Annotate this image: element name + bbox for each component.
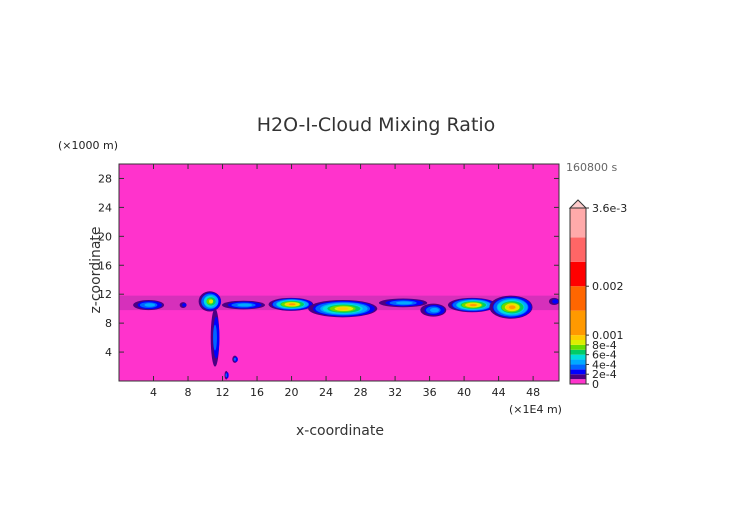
x-tick-label: 28 bbox=[354, 386, 368, 399]
cloud-feature bbox=[198, 291, 222, 312]
colorbar-label: 3.6e-3 bbox=[592, 202, 627, 215]
contour-level bbox=[395, 301, 413, 305]
z-tick-label: 4 bbox=[105, 346, 112, 359]
plot-frame bbox=[118, 163, 560, 382]
time-label: 160800 s bbox=[566, 161, 618, 174]
cloud-feature bbox=[447, 297, 497, 313]
colorbar-segment bbox=[570, 374, 586, 380]
z-tick-label: 12 bbox=[98, 288, 112, 301]
colorbar-segment bbox=[570, 208, 586, 238]
x-tick-label: 12 bbox=[216, 386, 230, 399]
x-axis-label: x-coordinate bbox=[295, 423, 384, 439]
cloud-feature bbox=[308, 299, 378, 318]
contour-level bbox=[226, 372, 229, 379]
colorbar-segment bbox=[570, 369, 586, 375]
cloud-feature bbox=[378, 298, 428, 308]
x-tick-label: 32 bbox=[388, 386, 402, 399]
x-tick-label: 8 bbox=[185, 386, 192, 399]
chart-title: H2O-I-Cloud Mixing Ratio bbox=[256, 114, 496, 136]
x-axis-unit: (×1E4 m) bbox=[509, 403, 562, 416]
x-tick-label: 16 bbox=[250, 386, 264, 399]
contour-level bbox=[508, 305, 516, 309]
contour-level bbox=[144, 303, 156, 307]
x-tick-label: 20 bbox=[285, 386, 299, 399]
contour-level bbox=[288, 303, 296, 306]
x-tick-label: 48 bbox=[526, 386, 540, 399]
x-tick-label: 44 bbox=[492, 386, 506, 399]
colorbar-segment bbox=[570, 379, 586, 384]
colorbar-segment bbox=[570, 359, 586, 365]
x-tick-label: 4 bbox=[150, 386, 157, 399]
cloud-feature bbox=[548, 297, 559, 306]
colorbar-segment bbox=[570, 344, 586, 350]
contour-level bbox=[552, 299, 559, 304]
cloud-feature bbox=[221, 300, 266, 310]
z-axis-unit: (×1000 m) bbox=[58, 139, 119, 152]
contour-level bbox=[182, 303, 187, 307]
x-tick-label: 36 bbox=[423, 386, 437, 399]
colorbar-segment bbox=[570, 261, 586, 287]
cloud-feature bbox=[179, 302, 187, 308]
colorbar-segment bbox=[570, 310, 586, 336]
cloud-feature bbox=[210, 308, 220, 367]
colorbar-segment bbox=[570, 335, 586, 340]
colorbar-label: 8e-4 bbox=[592, 339, 617, 352]
plot-area bbox=[119, 164, 559, 381]
field-background bbox=[119, 164, 559, 381]
x-tick-label: 40 bbox=[457, 386, 471, 399]
contour-level bbox=[469, 303, 477, 307]
contour-level bbox=[336, 307, 349, 311]
z-tick-label: 28 bbox=[98, 172, 112, 185]
contour-level bbox=[430, 307, 440, 313]
colorbar-segment bbox=[570, 349, 586, 355]
colorbar-segment bbox=[570, 340, 586, 345]
colorbar-label: 4e-4 bbox=[592, 358, 617, 371]
colorbar-max-arrow bbox=[568, 199, 588, 209]
z-tick-label: 20 bbox=[98, 230, 112, 243]
colorbar-label: 0 bbox=[592, 378, 599, 391]
contour-level bbox=[213, 324, 217, 351]
cloud-feature bbox=[420, 303, 447, 317]
contour-level bbox=[208, 299, 214, 304]
cloud-feature bbox=[224, 370, 229, 380]
colorbar: 02e-44e-46e-48e-40.001 0.002 3.6e-3 bbox=[568, 199, 627, 391]
colorbar-segment bbox=[570, 286, 586, 311]
colorbar-segment bbox=[570, 354, 586, 360]
cloud-feature bbox=[268, 297, 314, 311]
cloud-feature bbox=[489, 295, 533, 319]
z-tick-label: 24 bbox=[98, 201, 112, 214]
cloud-feature bbox=[133, 299, 165, 311]
contour-level bbox=[225, 373, 228, 378]
colorbar-label: 6e-4 bbox=[592, 349, 617, 362]
colorbar-label: 2e-4 bbox=[592, 368, 617, 381]
x-tick-label: 24 bbox=[319, 386, 333, 399]
z-tick-label: 8 bbox=[105, 317, 112, 330]
contour-level bbox=[237, 303, 253, 307]
colorbar-segment bbox=[570, 237, 586, 262]
z-tick-label: 16 bbox=[98, 259, 112, 272]
colorbar-label: 0.002 bbox=[592, 280, 624, 293]
cloud-feature bbox=[232, 355, 238, 363]
contour-level bbox=[233, 357, 237, 361]
colorbar-label: 0.001 bbox=[592, 329, 624, 342]
colorbar-segment bbox=[570, 364, 586, 370]
